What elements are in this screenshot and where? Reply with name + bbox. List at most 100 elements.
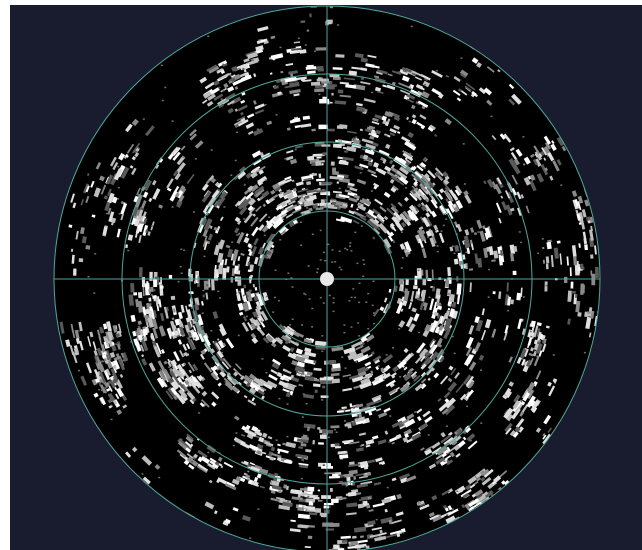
echo [284,228,289,233]
echo [181,362,186,367]
echo [480,329,487,341]
echo [402,210,412,222]
echo [263,40,269,45]
echo [279,489,283,493]
echo [375,129,381,135]
echo [250,465,261,473]
echo [116,228,121,238]
echo [410,188,417,195]
echo [214,181,220,187]
echo [259,378,270,386]
echo [431,269,434,281]
echo [529,180,537,192]
echo [388,288,392,293]
echo [424,415,433,424]
echo-speck [344,367,347,369]
echo [406,413,415,420]
echo [476,477,482,482]
echo [211,189,220,199]
echo [511,93,522,105]
echo [255,191,262,198]
echo [105,350,112,361]
echo [284,175,292,181]
echo [386,207,396,217]
echo-speck [264,179,267,181]
echo [397,179,405,186]
echo [516,191,522,200]
echo [282,344,291,353]
echo [400,221,407,228]
echo-speck [321,350,324,353]
echo [174,172,181,181]
echo [486,99,493,106]
echo [257,175,268,185]
echo [213,244,221,256]
echo-speck [229,74,232,77]
echo [521,328,527,336]
echo [535,370,542,380]
echo [381,497,392,504]
echo [362,154,369,160]
echo [582,231,587,243]
echo [367,169,377,175]
echo [533,325,539,338]
echo [189,399,195,405]
echo [447,381,458,393]
echo [295,341,300,345]
echo [481,308,485,316]
echo [299,524,309,528]
echo [368,125,376,130]
echo [246,294,249,298]
echo [451,310,459,319]
echo [144,315,151,323]
echo [339,81,349,85]
echo [511,407,521,420]
echo [506,413,514,422]
echo [355,344,364,351]
echo [395,301,404,315]
echo [327,206,338,209]
echo [509,430,516,437]
echo [484,227,492,239]
echo [380,367,385,373]
echo [118,152,126,161]
echo [541,343,547,353]
echo [332,171,339,176]
echo [246,322,254,331]
echo-speck [388,441,391,443]
echo [255,48,264,55]
echo [526,395,536,408]
echo [341,140,352,145]
echo [343,77,355,81]
echo-speck [78,369,80,372]
echo [437,343,443,348]
echo [393,116,401,122]
echo [169,190,178,202]
echo-speck [392,347,394,349]
echo [454,244,460,253]
echo [431,88,442,96]
echo [388,231,395,237]
echo [447,289,452,297]
echo [170,359,178,367]
echo-speck [372,280,375,282]
echo [449,451,455,458]
echo [409,89,422,98]
echo [271,484,282,491]
echo [338,205,347,209]
echo-speck [417,231,419,233]
echo [530,153,535,158]
echo [438,315,445,325]
echo [497,246,503,255]
echo [182,383,191,394]
echo [454,188,461,197]
echo [367,496,372,500]
echo [470,92,476,98]
echo [216,478,221,484]
echo [367,520,376,526]
echo [338,160,349,166]
echo [359,215,367,222]
echo [158,158,164,163]
echo [547,152,555,162]
echo [509,244,516,255]
